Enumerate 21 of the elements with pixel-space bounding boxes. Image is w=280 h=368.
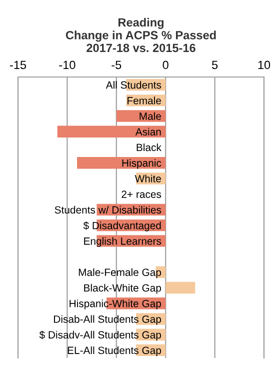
y-tick-label: Disab-All Students Gap (54, 315, 161, 325)
y-tick-label: 2+ races (122, 190, 162, 198)
x-tick-label: -5 (112, 60, 122, 70)
y-tick-label: Students w/ Disabilities (54, 206, 162, 214)
y-tick-label: Asian (135, 128, 161, 136)
chart-title: Reading Change in ACPS % Passed 2017-18 vs. 2015-16 (66, 18, 216, 52)
x-tick-label: 10 (258, 60, 270, 70)
y-tick-label: Hispanic (122, 159, 162, 169)
y-tick-label: Male (140, 112, 161, 120)
y-tick-label: EL-All Students Gap (68, 346, 161, 356)
y-tick-label: Black (136, 143, 162, 152)
x-tick-label: -10 (59, 60, 76, 70)
x-tick-label: -15 (10, 60, 26, 70)
y-tick-label: Female (128, 96, 161, 104)
x-tick-label: 5 (212, 60, 218, 70)
y-tick-label: Male-Female Gap (78, 268, 162, 278)
x-tick-label: 0 (162, 60, 168, 70)
y-tick-label: Black-White Gap (84, 284, 161, 294)
y-tick-label: $ Disadv-All Students Gap (39, 330, 161, 341)
y-tick-label: White (134, 174, 161, 182)
y-tick-label: All Students (106, 81, 162, 89)
